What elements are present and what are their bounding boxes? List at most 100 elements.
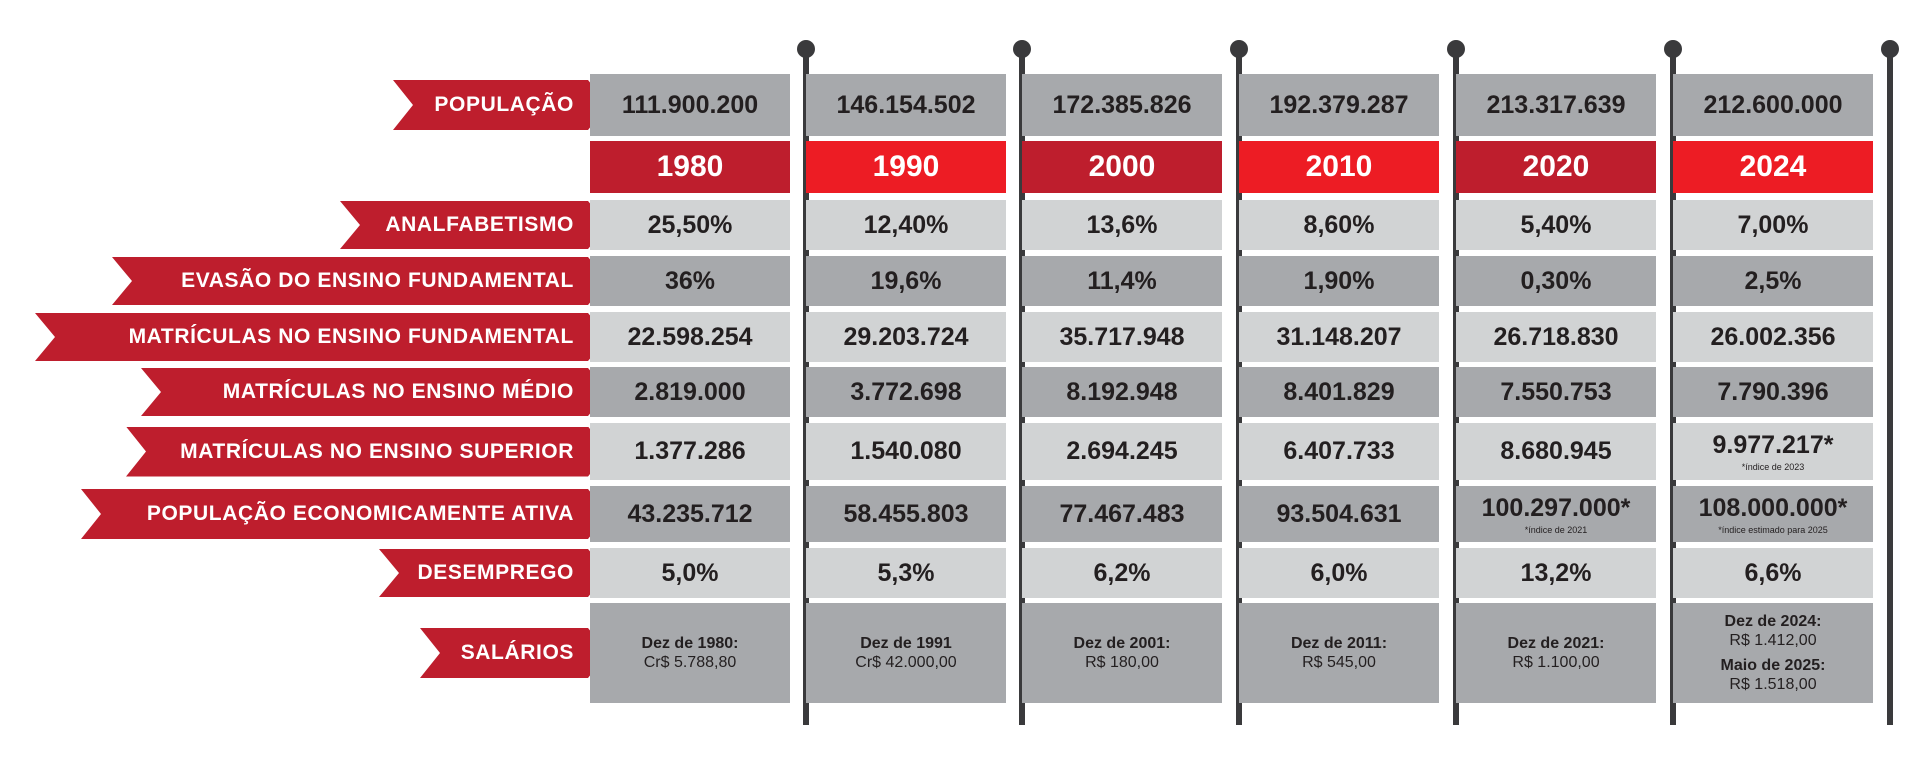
cell-value: 1.377.286 bbox=[634, 437, 746, 465]
cell-value: 5,0% bbox=[661, 558, 719, 587]
table-cell: 6.407.733 bbox=[1239, 423, 1439, 480]
salary-value: Cr$ 42.000,00 bbox=[855, 654, 957, 671]
cell-value: 0,30% bbox=[1520, 266, 1592, 295]
table-cell: 12,40% bbox=[806, 200, 1006, 250]
table-cell: 11,4% bbox=[1022, 256, 1222, 306]
year-label: 1990 bbox=[872, 150, 940, 183]
cell-value: 36% bbox=[664, 266, 716, 295]
cell-value: 22.598.254 bbox=[627, 322, 753, 351]
salary-value: R$ 1.412,00 bbox=[1729, 632, 1817, 649]
cell-value: 6.407.733 bbox=[1283, 437, 1395, 465]
table-cell: 5,40% bbox=[1456, 200, 1656, 250]
table-cell: 7.550.753 bbox=[1456, 367, 1656, 417]
cell-value: 5,3% bbox=[877, 558, 935, 587]
pole-knob bbox=[1013, 40, 1031, 58]
pole-knob bbox=[1881, 40, 1899, 58]
cell-value: 77.467.483 bbox=[1059, 499, 1185, 528]
table-cell: 100.297.000* *índice de 2021 bbox=[1456, 486, 1656, 542]
table-cell: 3.772.698 bbox=[806, 367, 1006, 417]
table-cell: 43.235.712 bbox=[590, 486, 790, 542]
cell-value: 2,5% bbox=[1744, 266, 1802, 295]
salary-value: Cr$ 5.788,80 bbox=[643, 654, 737, 671]
table-cell: 1.377.286 bbox=[590, 423, 790, 480]
year-label: 1980 bbox=[656, 150, 724, 183]
table-cell: 19,6% bbox=[806, 256, 1006, 306]
pole-knob bbox=[1664, 40, 1682, 58]
salary-cell: Dez de 2021: R$ 1.100,00 bbox=[1456, 603, 1656, 703]
table-cell: 58.455.803 bbox=[806, 486, 1006, 542]
population-cell: 192.379.287 bbox=[1239, 74, 1439, 136]
table-cell: 1.540.080 bbox=[806, 423, 1006, 480]
cell-value: 13,2% bbox=[1520, 558, 1592, 587]
table-cell: 31.148.207 bbox=[1239, 312, 1439, 362]
table-cell: 2,5% bbox=[1673, 256, 1873, 306]
cell-value: 6,6% bbox=[1744, 558, 1802, 587]
population-value: 212.600.000 bbox=[1703, 90, 1843, 119]
salary-cell: Dez de 2024: R$ 1.412,00 Maio de 2025: R$ 1… bbox=[1673, 603, 1873, 703]
cell-value: 8.192.948 bbox=[1066, 377, 1178, 406]
salaries-label: SALÁRIOS bbox=[420, 628, 608, 678]
table-cell: 26.002.356 bbox=[1673, 312, 1873, 362]
cell-value: 5,40% bbox=[1520, 210, 1592, 239]
year-header: 2000 bbox=[1022, 141, 1222, 193]
population-value: 192.379.287 bbox=[1269, 90, 1409, 119]
cell-value: 1.540.080 bbox=[850, 437, 962, 465]
table-cell: 6,6% bbox=[1673, 548, 1873, 598]
table-cell: 22.598.254 bbox=[590, 312, 790, 362]
table-cell: 2.694.245 bbox=[1022, 423, 1222, 480]
cell-value: 9.977.217* bbox=[1712, 431, 1834, 459]
cell-footnote: *índice de 2023 bbox=[1741, 462, 1805, 472]
cell-value: 11,4% bbox=[1087, 266, 1157, 295]
salary-cell: Dez de 1980: Cr$ 5.788,80 bbox=[590, 603, 790, 703]
salary-date: Dez de 2011: bbox=[1290, 635, 1388, 652]
population-value: 172.385.826 bbox=[1052, 90, 1192, 119]
table-cell: 6,2% bbox=[1022, 548, 1222, 598]
table-cell: 35.717.948 bbox=[1022, 312, 1222, 362]
population-cell: 146.154.502 bbox=[806, 74, 1006, 136]
year-header: 2010 bbox=[1239, 141, 1439, 193]
cell-value: 29.203.724 bbox=[843, 322, 969, 351]
table-cell: 25,50% bbox=[590, 200, 790, 250]
cell-value: 93.504.631 bbox=[1276, 499, 1402, 528]
table-cell: 26.718.830 bbox=[1456, 312, 1656, 362]
cell-value: 3.772.698 bbox=[850, 377, 962, 406]
table-cell: 13,2% bbox=[1456, 548, 1656, 598]
table-cell: 7.790.396 bbox=[1673, 367, 1873, 417]
table-cell: 29.203.724 bbox=[806, 312, 1006, 362]
population-cell: 172.385.826 bbox=[1022, 74, 1222, 136]
cell-value: 8,60% bbox=[1303, 210, 1375, 239]
cell-value: 7,00% bbox=[1737, 210, 1809, 239]
table-cell: 8.192.948 bbox=[1022, 367, 1222, 417]
table-cell: 1,90% bbox=[1239, 256, 1439, 306]
population-value: 146.154.502 bbox=[836, 90, 976, 119]
cell-value: 26.002.356 bbox=[1710, 322, 1836, 351]
salary-date: Dez de 1991 bbox=[860, 635, 952, 652]
table-cell: 0,30% bbox=[1456, 256, 1656, 306]
salary-date: Dez de 2024: bbox=[1724, 613, 1822, 630]
salary-date: Dez de 2001: bbox=[1073, 635, 1171, 652]
row-label: POPULAÇÃO ECONOMICAMENTE ATIVA bbox=[81, 489, 608, 539]
table-cell: 5,0% bbox=[590, 548, 790, 598]
salary-date: Maio de 2025: bbox=[1720, 657, 1826, 674]
cell-footnote: *índice estimado para 2025 bbox=[1718, 524, 1828, 535]
cell-value: 8.680.945 bbox=[1500, 437, 1612, 465]
table-cell: 8,60% bbox=[1239, 200, 1439, 250]
table-cell: 9.977.217* *índice de 2023 bbox=[1673, 423, 1873, 480]
cell-value: 2.694.245 bbox=[1066, 437, 1178, 465]
cell-value: 8.401.829 bbox=[1283, 377, 1395, 406]
year-label: 2024 bbox=[1739, 150, 1807, 183]
table-cell: 5,3% bbox=[806, 548, 1006, 598]
cell-value: 100.297.000* bbox=[1481, 493, 1631, 522]
population-label: POPULAÇÃO bbox=[393, 80, 608, 130]
cell-value: 43.235.712 bbox=[627, 499, 753, 528]
pole-line bbox=[1887, 50, 1893, 725]
pole-knob bbox=[1230, 40, 1248, 58]
salary-cell: Dez de 2011: R$ 545,00 bbox=[1239, 603, 1439, 703]
pole-knob bbox=[797, 40, 815, 58]
salary-value: R$ 180,00 bbox=[1085, 654, 1159, 671]
year-header: 2020 bbox=[1456, 141, 1656, 193]
salary-date: Dez de 2021: bbox=[1507, 635, 1605, 652]
cell-footnote: *índice de 2021 bbox=[1524, 524, 1588, 535]
table-cell: 2.819.000 bbox=[590, 367, 790, 417]
year-label: 2010 bbox=[1305, 150, 1373, 183]
